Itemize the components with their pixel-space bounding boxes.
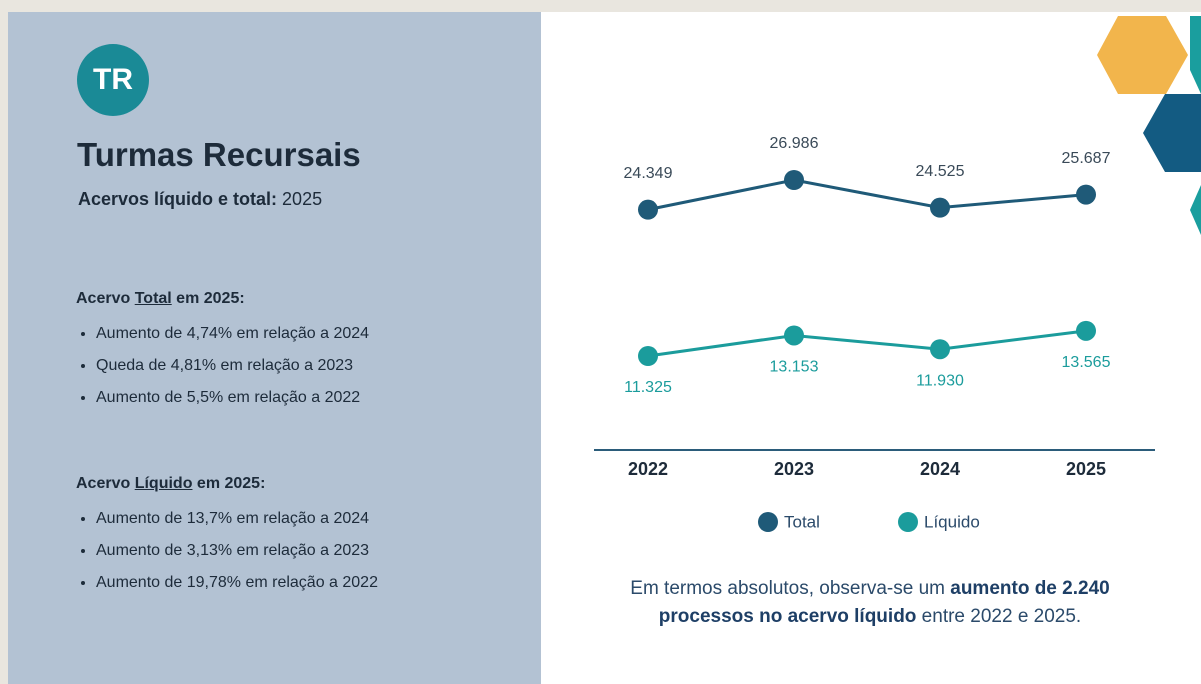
point (638, 199, 658, 220)
point (1076, 320, 1096, 341)
section-heading: Acervo Líquido em 2025: (76, 475, 378, 493)
text: Total (134, 290, 172, 307)
text: em 2025: (171, 290, 245, 307)
value-label: 24.349 (624, 165, 673, 182)
item: Aumento de 3,13% em relação a 2023 (96, 535, 378, 567)
x-tick-label: 2023 (774, 459, 814, 479)
item: Aumento de 5,5% em relação a 2022 (96, 382, 369, 414)
value-label: 11.930 (916, 372, 964, 389)
value-label: 24.525 (916, 163, 965, 180)
hexagon (1097, 16, 1188, 94)
point (638, 346, 658, 366)
value-label: 13.565 (1062, 354, 1111, 371)
text: Acervo (76, 290, 135, 307)
value-label: 25.687 (1062, 150, 1111, 167)
point (784, 170, 804, 190)
hexagon (1190, 16, 1201, 94)
text: Acervo (76, 475, 135, 492)
x-tick-label: 2022 (628, 459, 668, 479)
badge: TR (77, 44, 149, 116)
text: Em termos absolutos, observa-se um (630, 578, 951, 599)
hexagon (1143, 94, 1201, 172)
section-heading: Acervo Total em 2025: (76, 290, 369, 308)
note: Em termos absolutos, observa-se um aumen… (595, 575, 1145, 631)
legend-marker (758, 512, 778, 532)
x-tick-label: 2024 (920, 459, 960, 479)
item: Aumento de 13,7% em relação a 2024 (96, 503, 378, 535)
text: em 2025: (192, 475, 266, 492)
text: Líquido (134, 475, 193, 492)
value-label: 13.153 (770, 359, 819, 376)
section: Acervo Total em 2025: Aumento de 4,74% e… (76, 290, 369, 414)
item: Queda de 4,81% em relação a 2023 (96, 350, 369, 382)
subtitle-year: 2025 (282, 189, 323, 209)
list: Aumento de 13,7% em relação a 2024Aument… (76, 503, 378, 599)
subtitle: Acervos líquido e total: 2025 (78, 189, 322, 210)
subtitle-label: Acervos líquido e total: (78, 189, 278, 209)
text: entre 2022 e 2025. (916, 606, 1082, 627)
line (647, 178, 1087, 212)
section: Acervo Líquido em 2025: Aumento de 13,7%… (76, 475, 378, 599)
left-panel: TR Turmas Recursais Acervos líquido e to… (8, 12, 541, 684)
value-label: 26.986 (770, 135, 819, 152)
x-tick-label: 2025 (1066, 459, 1106, 479)
value-label: 11.325 (624, 379, 672, 396)
title: Turmas Recursais (77, 136, 361, 173)
legend-label: Total (784, 512, 820, 531)
item: Aumento de 4,74% em relação a 2024 (96, 318, 369, 350)
item: Aumento de 19,78% em relação a 2022 (96, 567, 378, 599)
text: aumento de 2.240 processos no acervo líq… (658, 578, 1110, 627)
point (1076, 184, 1096, 205)
point (930, 339, 950, 360)
point (784, 325, 804, 346)
legend-marker (898, 512, 918, 532)
line (647, 329, 1087, 358)
legend-label: Líquido (924, 512, 980, 531)
point (930, 197, 950, 218)
list: Aumento de 4,74% em relação a 2024Queda … (76, 318, 369, 414)
hexagon (1190, 185, 1201, 235)
